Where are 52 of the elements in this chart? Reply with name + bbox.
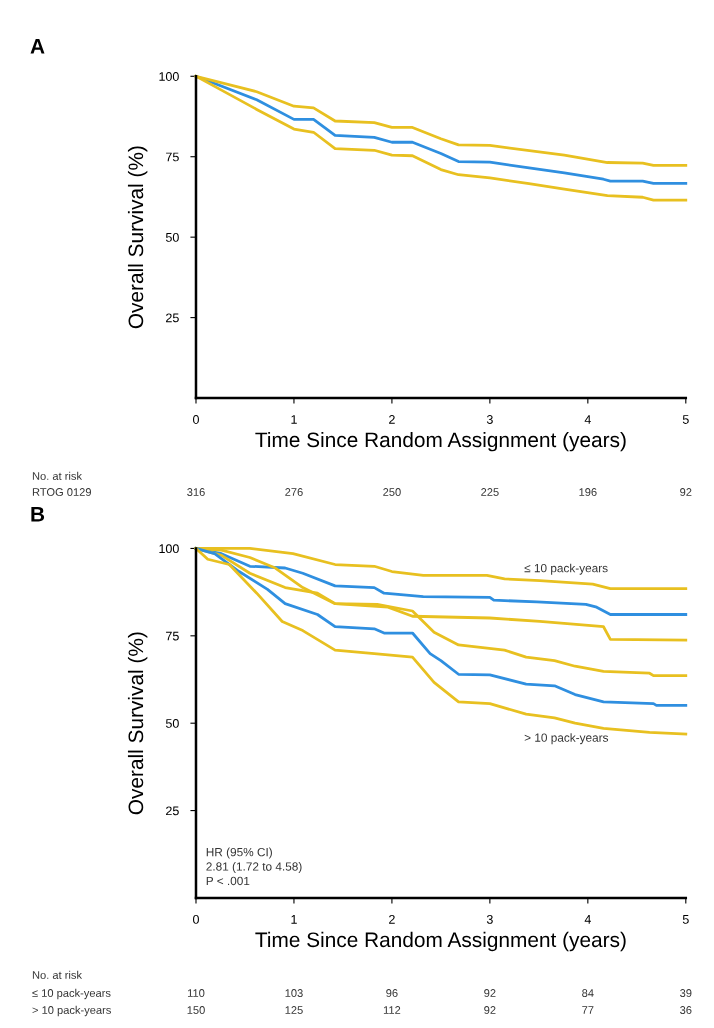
text: 225 bbox=[481, 488, 499, 496]
x-tick-label: 5 bbox=[682, 415, 689, 424]
x-axis-title: Time Since Random Assignment (years) bbox=[255, 931, 626, 952]
text: 84 bbox=[582, 989, 594, 997]
text: 250 bbox=[383, 488, 401, 496]
text: 110 bbox=[187, 989, 205, 997]
x-axis-title: Time Since Random Assignment (years) bbox=[255, 431, 626, 452]
annotation: HR (95% CI) 2.81 (1.72 to 4.58) P < .001 bbox=[206, 847, 302, 886]
text: 125 bbox=[285, 1006, 303, 1014]
x-tick-label: 4 bbox=[584, 915, 591, 924]
y-tick-label: 75 bbox=[166, 631, 179, 641]
x-tick-label: 1 bbox=[291, 415, 297, 424]
x-tick-label: 2 bbox=[389, 914, 395, 924]
text: 92 bbox=[680, 488, 692, 496]
text: No. at risk bbox=[32, 471, 83, 480]
text: 316 bbox=[187, 488, 205, 496]
y-tick-label: 75 bbox=[166, 152, 179, 162]
text: > 10 pack-years bbox=[32, 1005, 111, 1017]
text: 196 bbox=[579, 488, 597, 496]
y-tick-label: 25 bbox=[166, 806, 179, 816]
y-tick-label: 50 bbox=[165, 232, 179, 242]
text: 150 bbox=[187, 1006, 205, 1014]
text: 112 bbox=[383, 1006, 401, 1014]
x-tick-label: 5 bbox=[682, 915, 689, 924]
text: 276 bbox=[285, 488, 303, 496]
y-tick-label: 100 bbox=[159, 544, 179, 554]
x-tick-label: 3 bbox=[486, 415, 493, 424]
y-axis-title: Overall Survival (%) bbox=[127, 632, 148, 815]
text: RTOG 0129 bbox=[32, 488, 91, 496]
text: 103 bbox=[285, 989, 303, 997]
text: 96 bbox=[386, 989, 398, 997]
x-tick-label: 3 bbox=[486, 914, 493, 924]
text: 36 bbox=[680, 1006, 692, 1014]
y-tick-label: 50 bbox=[165, 719, 179, 728]
x-tick-label: 0 bbox=[193, 415, 199, 424]
text: ≤ 10 pack-years bbox=[32, 988, 111, 1000]
x-tick-label: 1 bbox=[291, 915, 297, 924]
y-axis-title: Overall Survival (%) bbox=[127, 146, 148, 329]
x-tick-label: 2 bbox=[389, 415, 395, 424]
x-tick-label: 0 bbox=[193, 914, 199, 924]
annotation: > 10 pack-years bbox=[524, 733, 609, 745]
x-tick-label: 4 bbox=[584, 415, 591, 424]
text: 92 bbox=[484, 989, 496, 997]
annotation: ≤ 10 pack-years bbox=[524, 563, 608, 575]
y-tick-label: 100 bbox=[159, 72, 179, 81]
text: 92 bbox=[484, 1006, 496, 1014]
chart-title: A bbox=[30, 39, 45, 54]
text: No. at risk bbox=[32, 970, 83, 979]
text: 39 bbox=[680, 989, 692, 997]
chart-title: B bbox=[31, 507, 45, 522]
y-tick-label: 25 bbox=[166, 313, 179, 323]
text: 77 bbox=[582, 1006, 594, 1014]
